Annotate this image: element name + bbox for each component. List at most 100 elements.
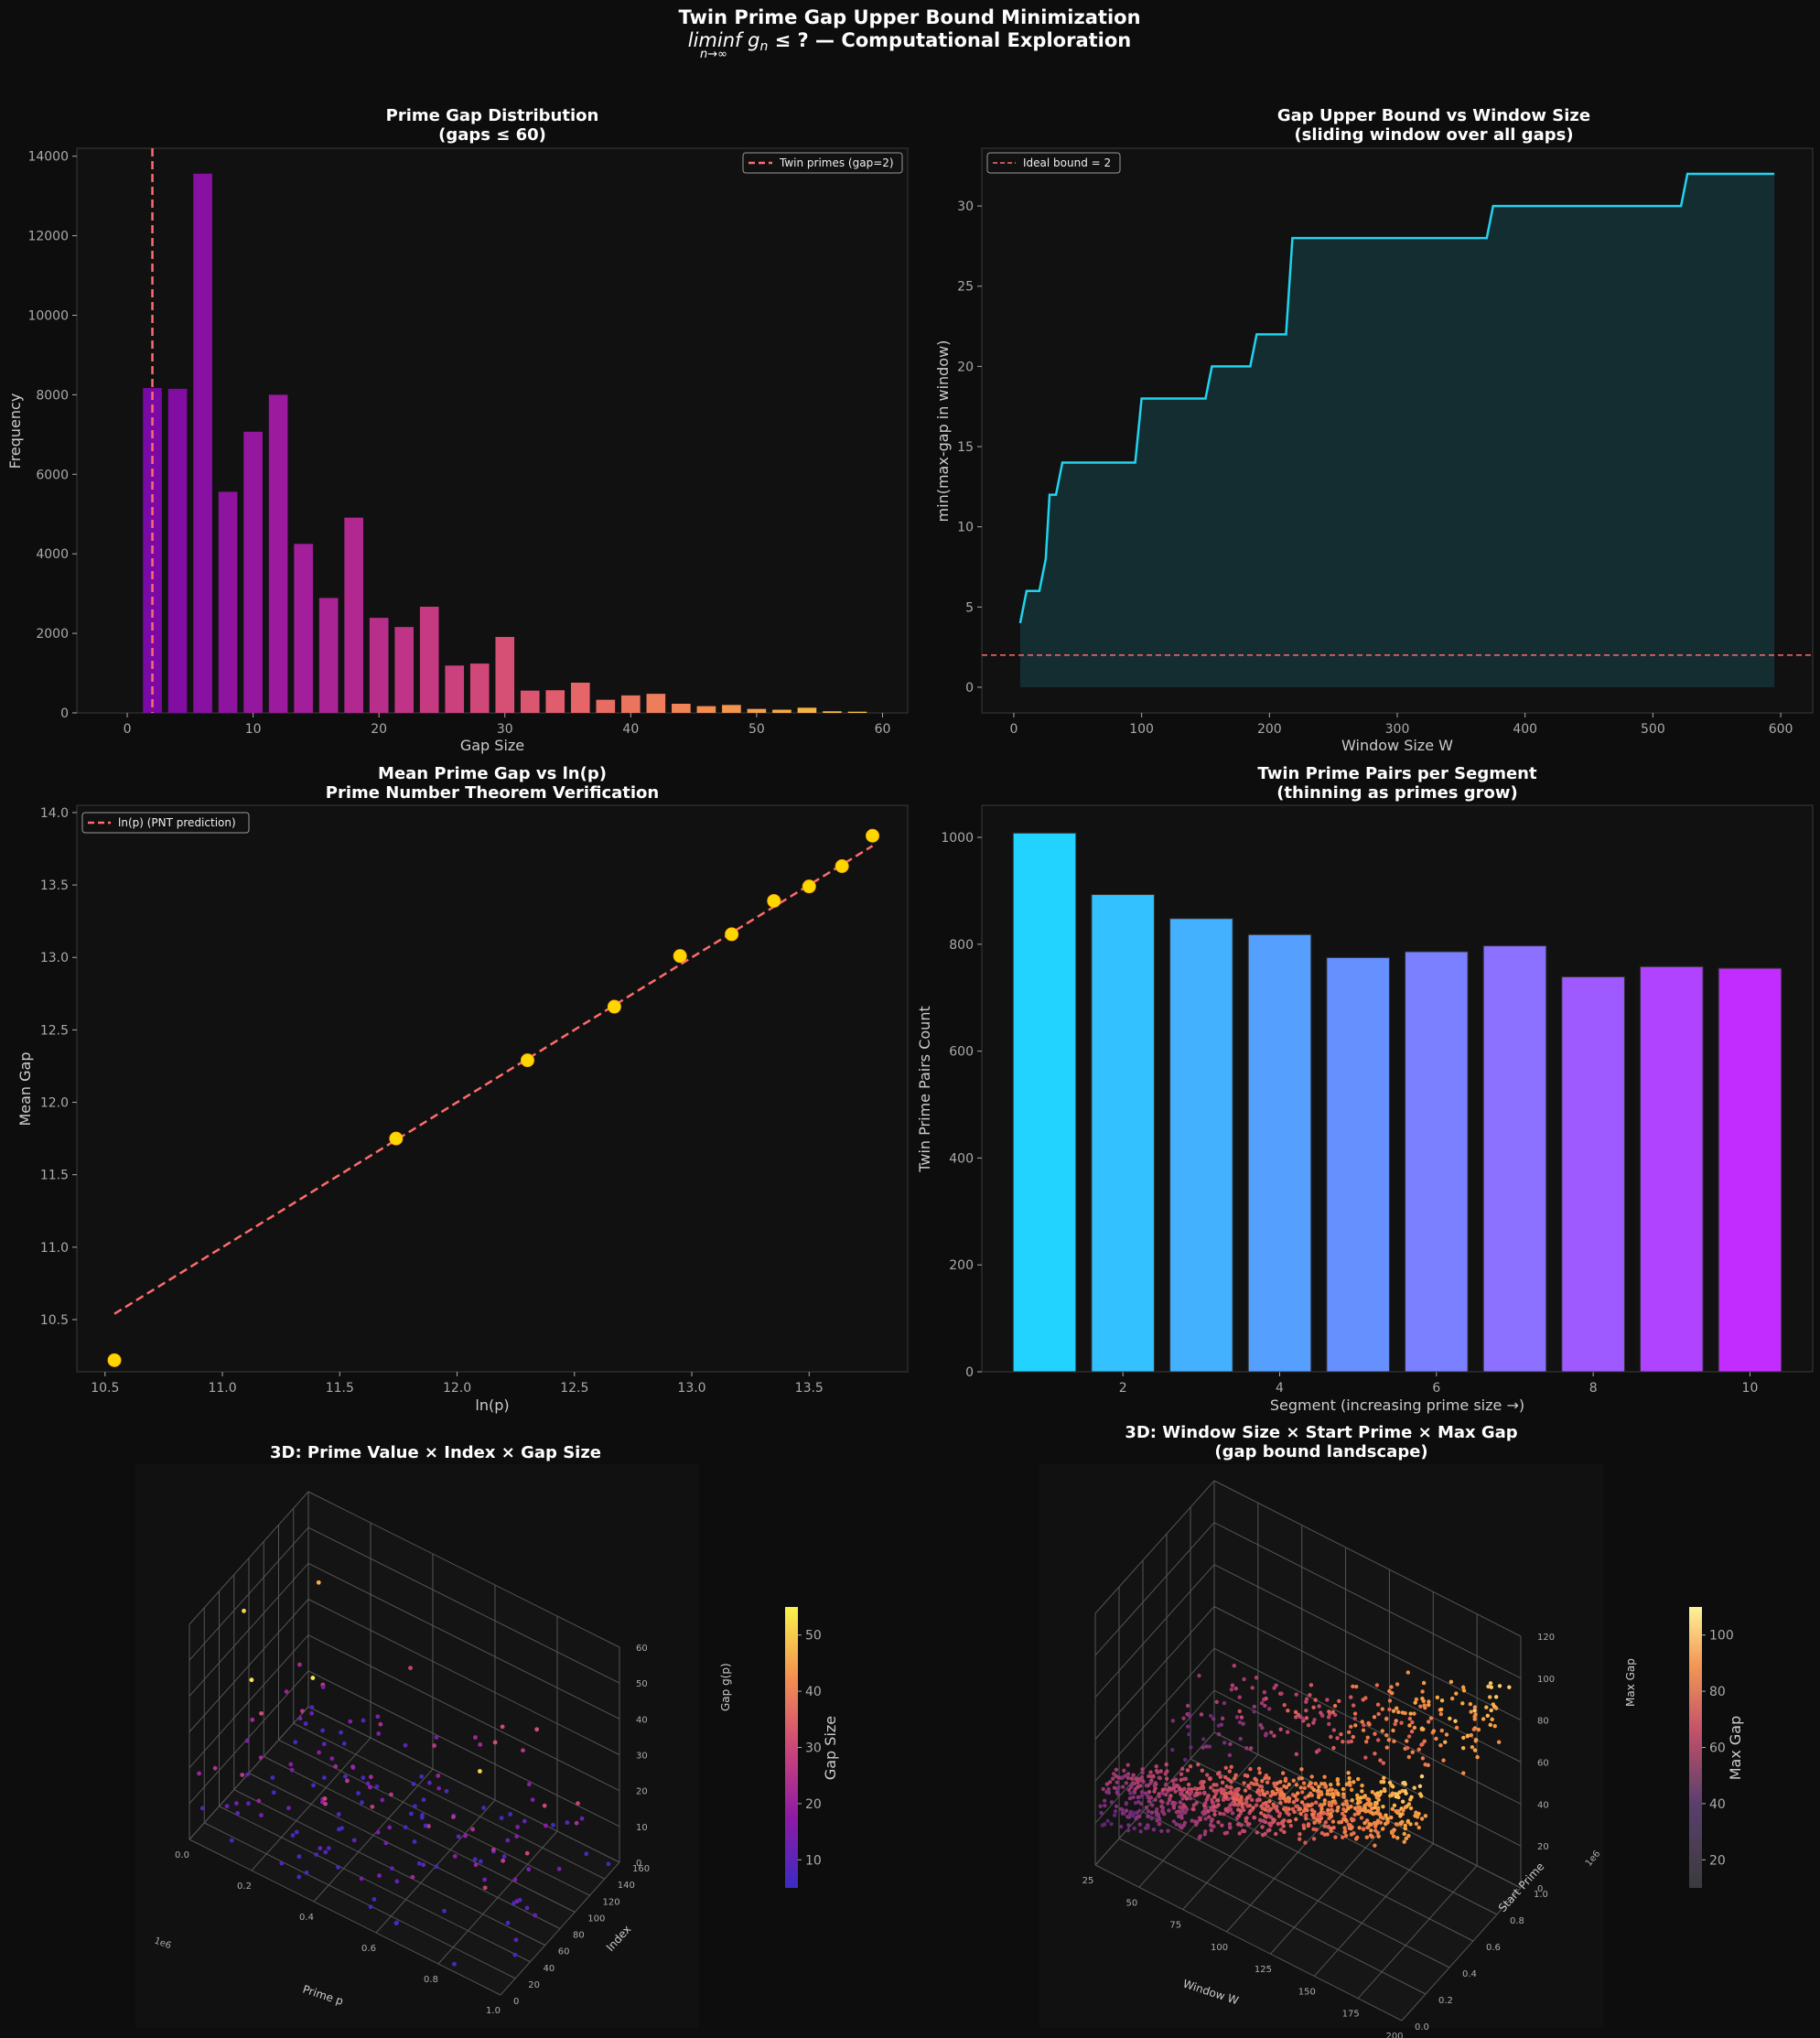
scatter-point: [249, 1677, 254, 1683]
y-tick-label: 100: [587, 1914, 605, 1924]
scatter-point: [1384, 1813, 1388, 1817]
scatter-point: [421, 1797, 426, 1803]
x-tick-label: 8: [1589, 1381, 1598, 1396]
scatter-point: [270, 1775, 275, 1780]
colorbar-tick-label: 30: [805, 1741, 822, 1756]
y-tick-label: 5: [965, 600, 974, 615]
scatter-point: [1403, 1826, 1408, 1831]
y-tick-label: 14.0: [40, 806, 69, 821]
axes-frame: [76, 147, 909, 714]
x-tick-label: 13.5: [795, 1381, 824, 1396]
scatter-point: [341, 1741, 347, 1746]
scatter-point: [1327, 1709, 1331, 1714]
x-axis-label: ln(p): [475, 1396, 509, 1414]
scatter-point: [1423, 1705, 1427, 1710]
x-tick-label: 300: [1385, 722, 1410, 737]
scatter-point: [1218, 1774, 1222, 1779]
scatter-point: [329, 1756, 335, 1762]
scatter-point: [1150, 1803, 1155, 1807]
scatter-point: [411, 1781, 416, 1786]
scatter-point: [1399, 1720, 1404, 1725]
scatter-point: [1164, 1776, 1169, 1781]
grid-line: [307, 1599, 620, 1755]
scatter-point: [224, 1804, 230, 1809]
scatter-point: [1406, 1754, 1412, 1760]
scatter-point: [1380, 1729, 1384, 1733]
scatter-point: [1313, 1800, 1319, 1805]
scatter-point: [1298, 1785, 1303, 1790]
scatter-point: [1380, 1827, 1385, 1831]
scatter-point: [1179, 1772, 1184, 1776]
scatter-point: [368, 1785, 372, 1790]
panel-twin-pairs: Twin Prime Pairs per Segment (thinning a…: [916, 764, 1814, 1414]
z-tick-label: 0: [1537, 1884, 1543, 1894]
scatter-point: [1255, 1782, 1259, 1786]
y-tick-label: 20: [957, 360, 974, 374]
grid-line: [264, 1755, 576, 1913]
scatter-point: [1405, 1670, 1411, 1675]
scatter-point: [1112, 1813, 1117, 1817]
scatter-point: [1125, 1828, 1131, 1833]
scatter-point: [1335, 1778, 1341, 1783]
panel-subtitle: (thinning as primes grow): [1276, 783, 1518, 803]
scatter-point: [1168, 1794, 1173, 1798]
y-tick-label: 25: [957, 280, 974, 295]
grid-line: [307, 1706, 620, 1863]
grid-line: [1313, 1843, 1434, 1977]
scatter-point: [1299, 1767, 1304, 1772]
scatter-point: [1252, 1816, 1257, 1820]
scatter-point: [1202, 1790, 1207, 1795]
scatter-point: [513, 1937, 519, 1943]
scatter-point: [1243, 1788, 1248, 1793]
grid-line: [1166, 1785, 1474, 1942]
axes-frame: [981, 147, 1814, 714]
panel-subtitle: Prime Number Theorem Verification: [326, 783, 659, 803]
legend: ln(p) (PNT prediction): [81, 812, 250, 834]
scatter-point: [1396, 1795, 1401, 1800]
scatter-point: [1248, 1766, 1253, 1772]
scatter-point: [1098, 1804, 1103, 1808]
colorbar-tick-label: 40: [1709, 1797, 1726, 1812]
scatter-point: [383, 1840, 389, 1846]
scatter-point: [478, 1769, 482, 1774]
scatter-point: [1222, 1812, 1226, 1817]
bar: [646, 694, 666, 713]
scatter-point: [244, 1738, 250, 1743]
scatter-point: [1284, 1785, 1289, 1790]
y-tick-label: 10.5: [40, 1313, 69, 1328]
y-tick-label: 80: [573, 1931, 585, 1941]
scatter-point: [1104, 1782, 1110, 1786]
scatter-point: [1475, 1754, 1480, 1760]
scatter-point: [1468, 1701, 1473, 1707]
scatter-point: [1237, 1709, 1242, 1714]
scatter-point: [1387, 1780, 1393, 1785]
scatter-point: [1402, 1831, 1406, 1837]
scatter-point: [1222, 1831, 1227, 1836]
scatter-point: [542, 1803, 547, 1808]
scatter-point: [1319, 1806, 1324, 1812]
scatter-point: [436, 1773, 441, 1778]
floor-pane: [1095, 1732, 1521, 2021]
colorbar-tick-label: 80: [1709, 1685, 1726, 1699]
scatter-point: [1167, 1808, 1171, 1813]
y-tick-label: 120: [603, 1897, 620, 1907]
scatter-point: [1323, 1785, 1329, 1789]
panel-subtitle: (sliding window over all gaps): [1294, 125, 1573, 145]
scatter-point: [1113, 1808, 1118, 1814]
scatter-point: [1373, 1843, 1377, 1848]
bar: [1482, 945, 1547, 1373]
scatter-point: [1453, 1719, 1458, 1723]
scatter-point: [1210, 1807, 1214, 1812]
scatter-point: [1423, 1762, 1427, 1767]
scatter-point: [1412, 1711, 1416, 1716]
bar: [847, 711, 867, 713]
scatter-point: [296, 1854, 302, 1860]
scatter-point: [1441, 1758, 1446, 1763]
scatter-point: [1248, 1808, 1253, 1814]
scatter-point: [1309, 1774, 1314, 1779]
grid-line: [1094, 1689, 1215, 1824]
scatter-point: [199, 1806, 205, 1811]
scatter-point: [1257, 1784, 1263, 1789]
panel-3d-gap: 3D: Prime Value × Index × Gap Size 0.0 0.…: [135, 1443, 839, 2028]
scatter-point: [1414, 1821, 1419, 1827]
